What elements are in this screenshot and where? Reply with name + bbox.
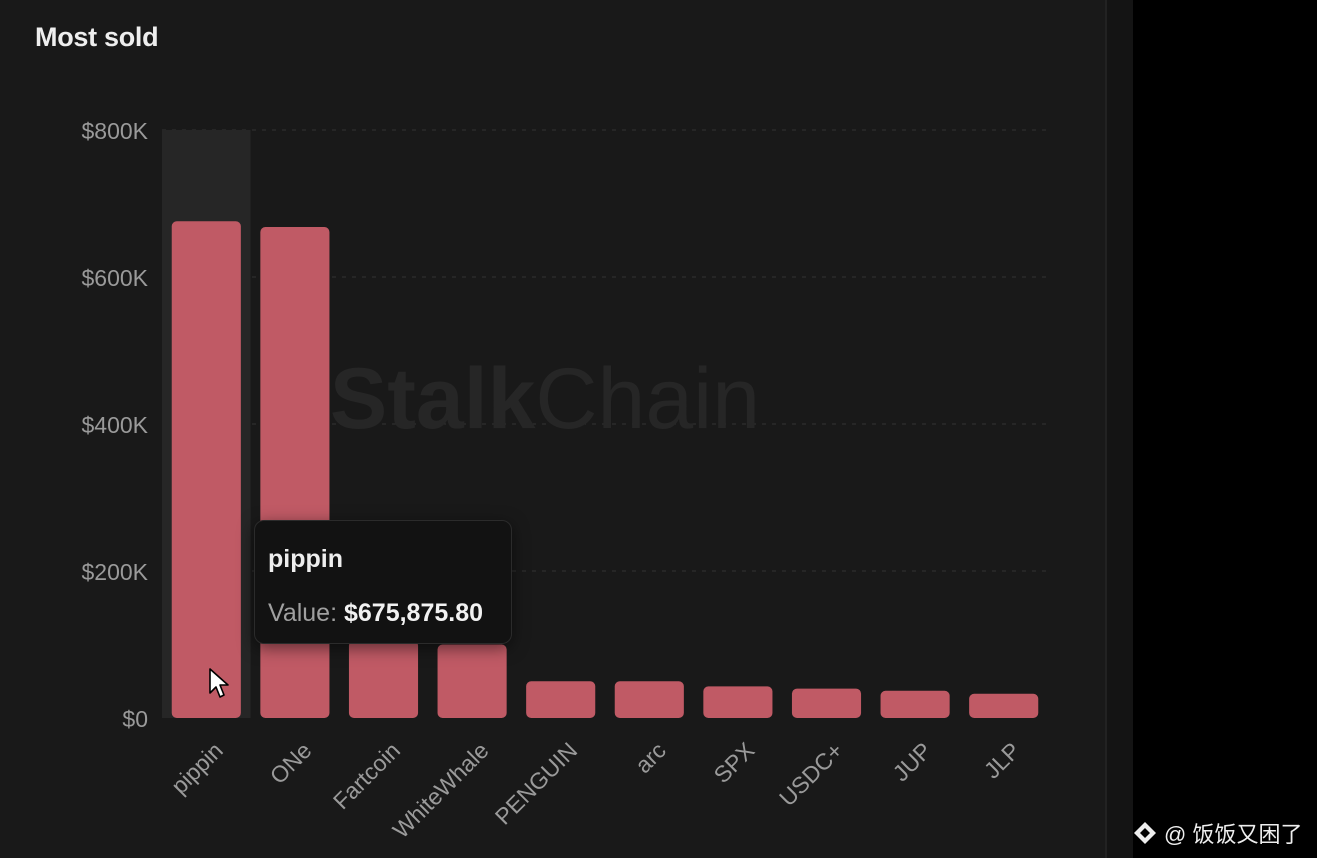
y-tick-label: $400K — [81, 412, 148, 438]
bar-usdc-[interactable] — [791, 688, 862, 718]
bar-pippin[interactable] — [171, 221, 241, 718]
x-tick-label: ONe — [265, 737, 317, 789]
tooltip-label: Value: — [268, 599, 338, 627]
bar-spx[interactable] — [703, 686, 773, 718]
panel-gap — [1107, 0, 1133, 858]
watermark-strong: Stalk — [330, 351, 536, 447]
x-tick-label: JUP — [888, 737, 937, 786]
tooltip-value: $675,875.80 — [343, 599, 484, 627]
tooltip-title: pippin — [268, 545, 343, 573]
x-tick-label: pippin — [166, 737, 228, 799]
footer-credit-text: @ 饭饭又困了 — [1164, 822, 1303, 847]
bar-fartcoin[interactable] — [348, 640, 419, 718]
footer-credit: @ 饭饭又困了 — [1132, 817, 1302, 849]
bar-arc[interactable] — [614, 681, 684, 718]
y-tick-label: $200K — [81, 559, 148, 585]
y-tick-label: $0 — [122, 706, 148, 732]
bar-whitewhale[interactable] — [437, 644, 507, 719]
bar-penguin[interactable] — [526, 681, 596, 718]
x-tick-label: SPX — [709, 737, 760, 788]
panel-divider — [1105, 0, 1107, 858]
platform-logo-icon — [1134, 822, 1156, 844]
chart-tooltip: pippin Value: $675,875.80 — [254, 520, 512, 644]
bar-chart: StalkChain $0 $200K $400K $600K $800K pippin… — [81, 118, 1048, 843]
bar-jup[interactable] — [880, 690, 950, 718]
bar-jlp[interactable] — [969, 693, 1039, 718]
x-tick-label: arc — [630, 737, 671, 778]
x-tick-label: USDC+ — [774, 737, 848, 811]
bar-one[interactable] — [260, 227, 330, 718]
x-tick-label: Fartcoin — [328, 737, 405, 814]
x-tick-label: WhiteWhale — [388, 737, 494, 843]
mouse-pointer-icon — [209, 668, 229, 698]
y-tick-label: $800K — [81, 118, 148, 144]
watermark: StalkChain — [330, 351, 760, 447]
watermark-light: Chain — [535, 351, 760, 447]
tooltip-value-row: Value: $675,875.80 — [268, 599, 483, 628]
x-tick-label: JLP — [979, 737, 1025, 783]
y-tick-label: $600K — [81, 265, 148, 291]
y-axis-ticks: $0 $200K $400K $600K $800K — [81, 118, 148, 732]
chart-title: Most sold — [35, 22, 159, 52]
grid-lines — [162, 129, 1048, 572]
x-tick-label: PENGUIN — [490, 737, 582, 829]
